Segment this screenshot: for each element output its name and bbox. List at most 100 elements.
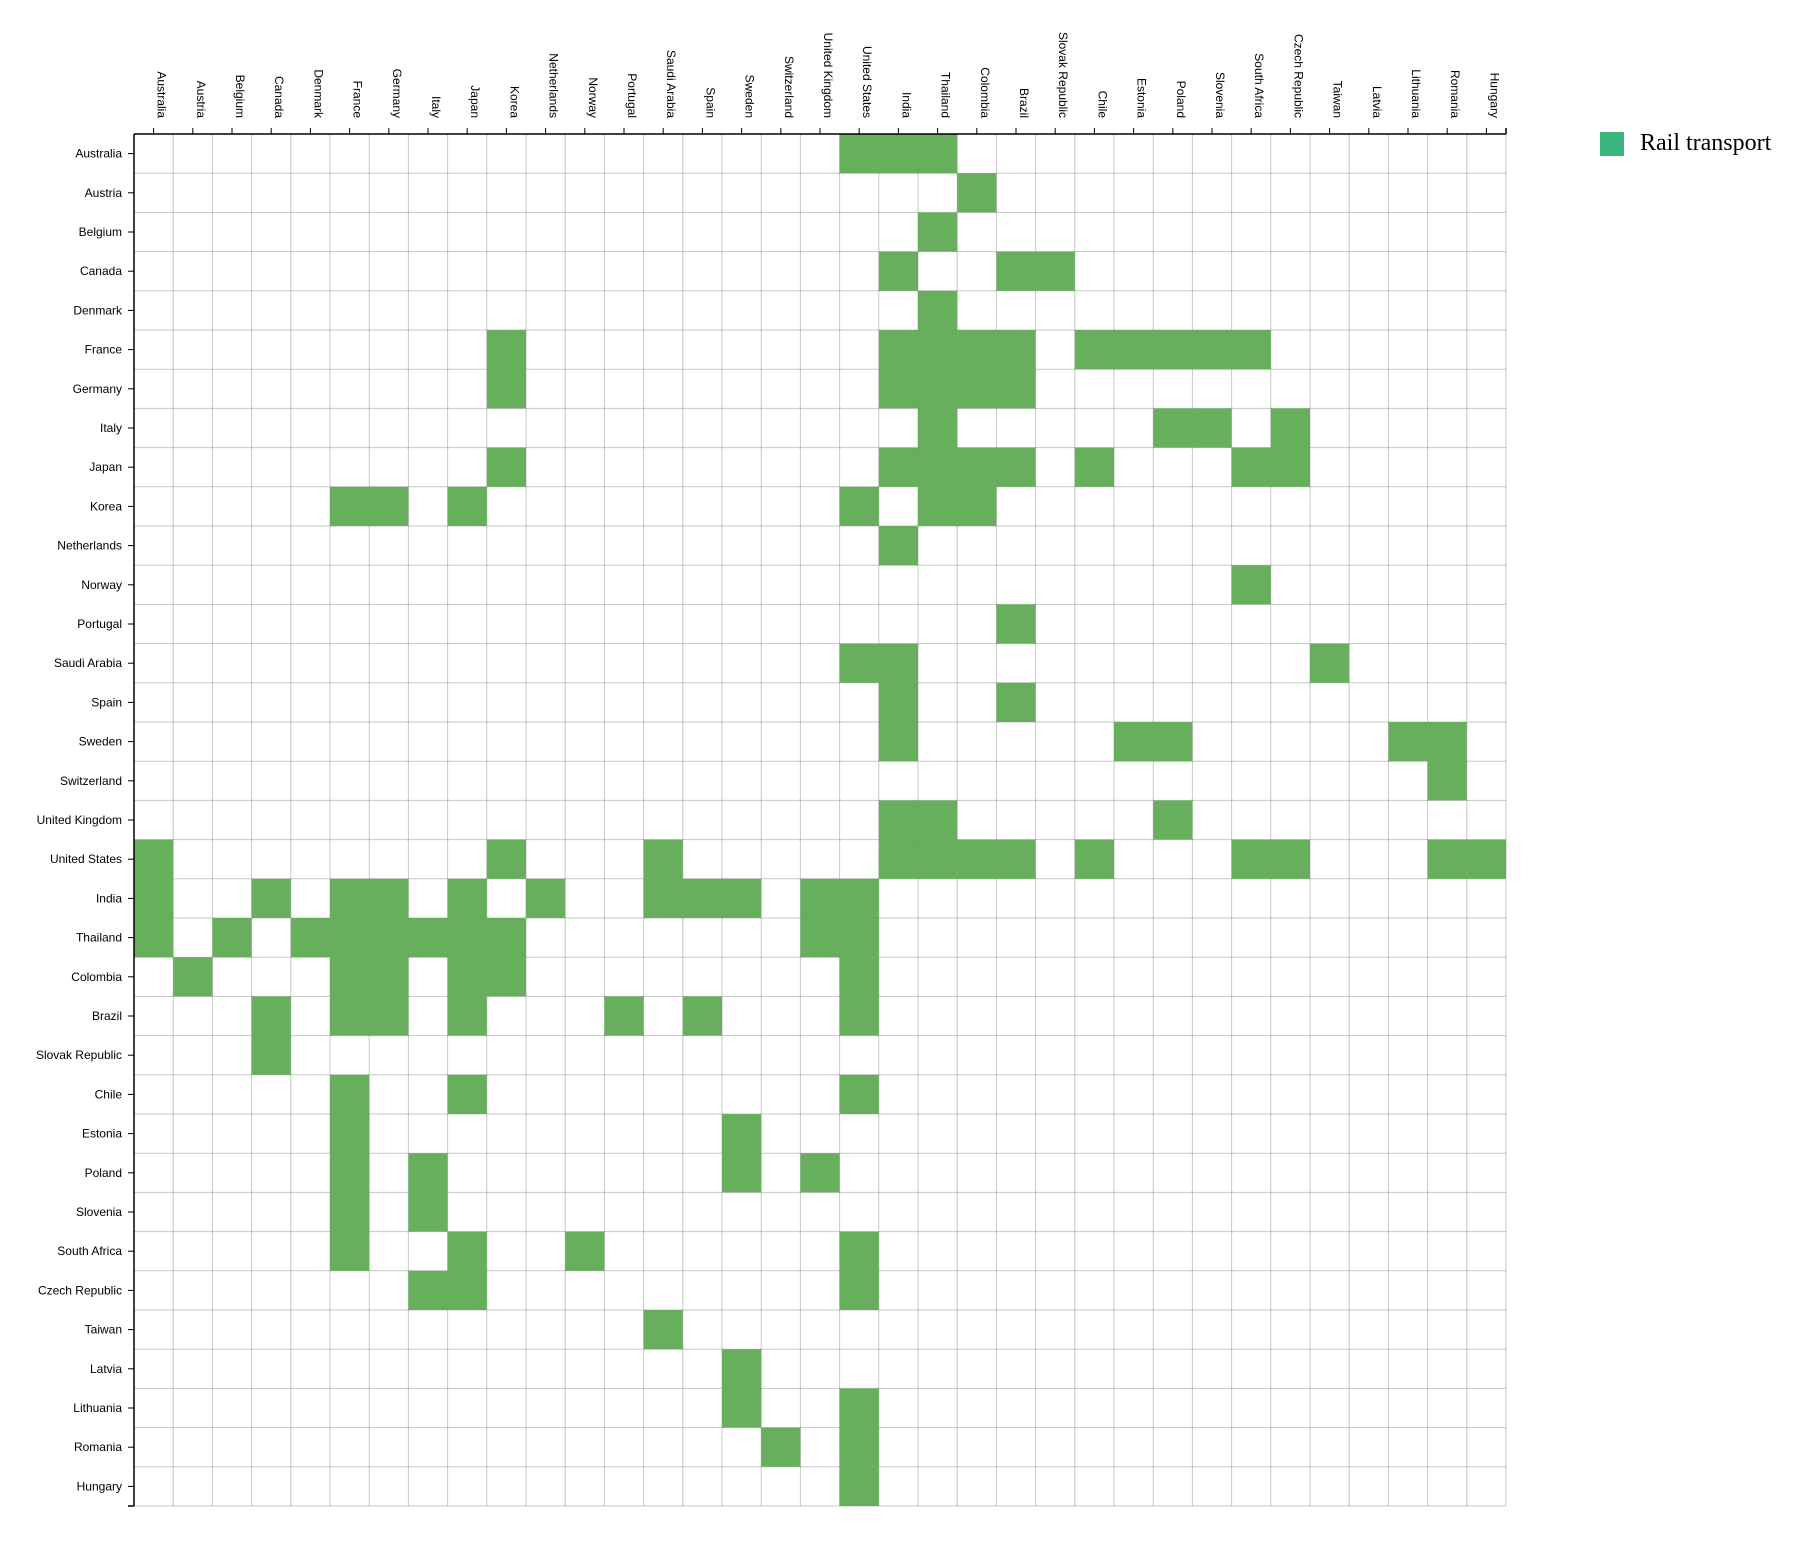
y-tick-label: Italy (100, 421, 122, 435)
y-tick-label: Netherlands (57, 539, 122, 553)
heatmap-cell (1074, 839, 1114, 879)
heatmap-cell (486, 957, 526, 997)
heatmap-cell (1192, 408, 1232, 448)
x-tick-label: Switzerland (782, 56, 796, 118)
x-axis-labels: Australia Austria Belgium Canada Denmark Fran… (155, 32, 1502, 119)
heatmap-cell (369, 996, 409, 1036)
heatmap-cell (996, 447, 1036, 487)
heatmap-cell (604, 996, 644, 1036)
heatmap-cell (918, 800, 958, 840)
x-tick-label: Slovak Republic (1056, 32, 1070, 118)
cell-layer (134, 134, 1506, 1506)
x-tick-label: Norway (586, 77, 600, 118)
y-tick-label: Belgium (79, 225, 122, 239)
heatmap-cell (957, 369, 997, 409)
heatmap-cell (839, 134, 879, 174)
heatmap-cell (1035, 251, 1075, 291)
heatmap-cell (722, 1153, 762, 1193)
heatmap-cell (800, 918, 840, 958)
heatmap-cell (486, 918, 526, 958)
y-tick-label: Austria (85, 186, 123, 200)
heatmap-cell (447, 957, 487, 997)
heatmap-cell (134, 878, 174, 918)
x-tick-label: Czech Republic (1291, 34, 1305, 118)
heatmap-cell (682, 996, 722, 1036)
y-tick-label: Hungary (77, 1479, 122, 1493)
y-tick-label: Germany (73, 382, 122, 396)
y-tick-label: Romania (74, 1440, 122, 1454)
x-tick-label: Latvia (1370, 86, 1384, 118)
heatmap-cell (447, 1231, 487, 1271)
legend: Rail transport (1600, 130, 1771, 157)
y-tick-label: Poland (85, 1166, 122, 1180)
heatmap-cell (212, 918, 252, 958)
x-tick-label: Saudi Arabia (664, 50, 678, 118)
heatmap-cell (1153, 800, 1193, 840)
x-tick-label: Slovenia (1213, 72, 1227, 118)
y-tick-label: Portugal (77, 617, 122, 631)
heatmap-cell (447, 878, 487, 918)
y-tick-label: Korea (90, 499, 122, 513)
heatmap-cell (918, 212, 958, 252)
heatmap-cell (722, 1114, 762, 1154)
heatmap-cell (682, 878, 722, 918)
y-tick-label: South Africa (57, 1244, 122, 1258)
legend-swatch (1600, 131, 1624, 156)
heatmap-cell (800, 878, 840, 918)
heatmap-cell (330, 1114, 370, 1154)
heatmap-cell (839, 643, 879, 683)
heatmap-cell (330, 1074, 370, 1114)
y-tick-label: Australia (75, 147, 122, 161)
heatmap-cell (1153, 408, 1193, 448)
heatmap-cell (957, 330, 997, 370)
y-tick-label: Saudi Arabia (54, 656, 122, 670)
x-tick-label: Poland (1174, 81, 1188, 118)
heatmap-cell (878, 643, 918, 683)
heatmap-cell (1310, 643, 1350, 683)
y-tick-label: United Kingdom (37, 813, 122, 827)
x-tick-label: Germany (390, 69, 404, 118)
heatmap-cell (957, 486, 997, 526)
heatmap-cell (918, 408, 958, 448)
heatmap-cell (918, 330, 958, 370)
x-tick-label: India (899, 92, 913, 118)
heatmap-cell (839, 957, 879, 997)
heatmap-cell (878, 447, 918, 487)
heatmap-chart: Australia Austria Belgium Canada Denmark Fran… (36, 32, 1507, 1507)
heatmap-cell (447, 486, 487, 526)
heatmap-cell (251, 1035, 291, 1075)
heatmap-cell (1427, 761, 1467, 801)
heatmap-cell (173, 957, 213, 997)
heatmap-cell (839, 1074, 879, 1114)
y-tick-label: Taiwan (85, 1323, 122, 1337)
heatmap-cell (486, 447, 526, 487)
heatmap-cell (996, 251, 1036, 291)
heatmap-cell (722, 1388, 762, 1428)
heatmap-cell (330, 1153, 370, 1193)
x-tick-label: Belgium (233, 75, 247, 118)
heatmap-cell (839, 918, 879, 958)
x-tick-label: Canada (272, 76, 286, 118)
heatmap-cell (996, 839, 1036, 879)
y-tick-label: Denmark (73, 303, 123, 317)
x-tick-label: France (351, 81, 365, 119)
heatmap-cell (1231, 330, 1271, 370)
x-tick-label: Portugal (625, 73, 639, 118)
x-tick-label: Brazil (1017, 88, 1031, 118)
heatmap-cell (447, 996, 487, 1036)
heatmap-cell (957, 447, 997, 487)
heatmap-cell (839, 1270, 879, 1310)
heatmap-cell (486, 330, 526, 370)
heatmap-cell (839, 1388, 879, 1428)
heatmap-cell (251, 878, 291, 918)
heatmap-cell (918, 839, 958, 879)
x-tick-label: Netherlands (547, 53, 561, 118)
heatmap-cell (447, 1074, 487, 1114)
y-tick-label: Norway (81, 578, 122, 592)
x-tick-label: Austria (194, 81, 208, 119)
x-tick-label: Romania (1448, 70, 1462, 118)
y-tick-label: Colombia (71, 970, 122, 984)
heatmap-cell (643, 1310, 683, 1350)
heatmap-cell (1231, 565, 1271, 605)
heatmap-cell (1388, 722, 1428, 762)
